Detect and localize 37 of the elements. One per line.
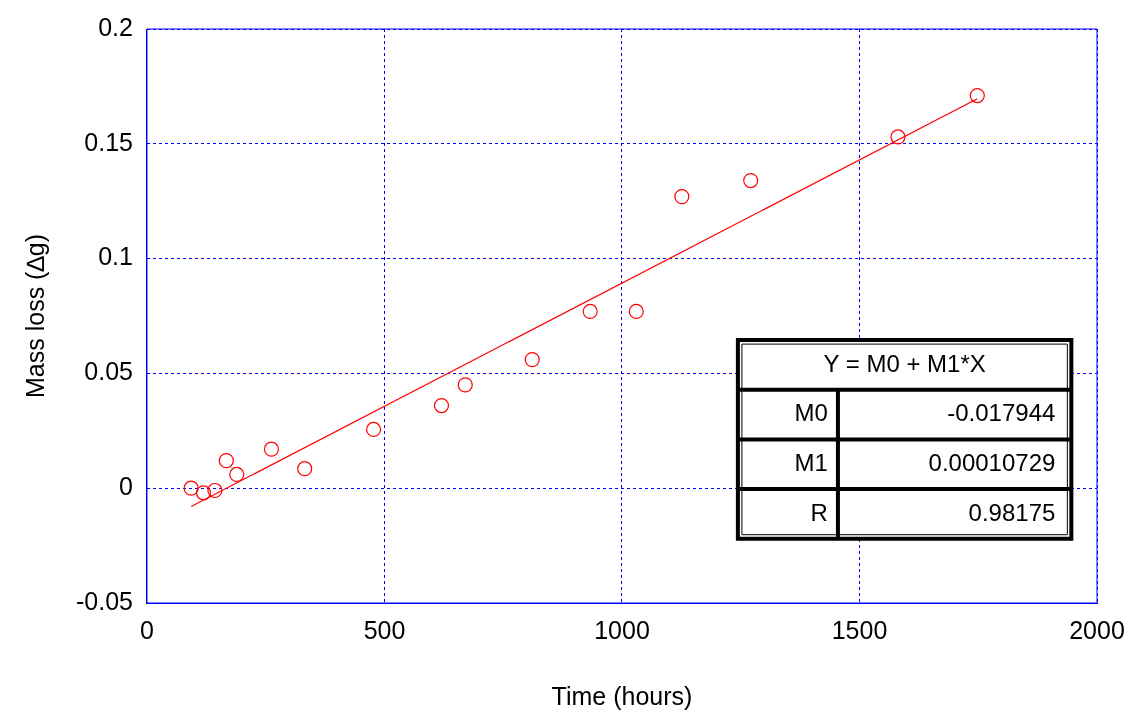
annotation: R bbox=[810, 498, 828, 526]
point bbox=[297, 461, 313, 477]
point bbox=[628, 303, 644, 320]
y-tick-label: 0.2 bbox=[98, 12, 133, 41]
point bbox=[433, 397, 450, 414]
point bbox=[969, 87, 985, 104]
point bbox=[582, 303, 598, 320]
y-tick-label: -0.05 bbox=[76, 586, 133, 615]
point bbox=[457, 377, 473, 393]
annotation: 0.00010729 bbox=[928, 448, 1056, 476]
point bbox=[229, 466, 245, 483]
y-axis-title: Mass loss (∆g) bbox=[20, 234, 49, 398]
annotation: M0 bbox=[794, 399, 828, 427]
y-tick-label: 0.1 bbox=[98, 242, 133, 271]
point bbox=[207, 482, 223, 499]
point bbox=[263, 441, 280, 457]
x-tick-label: 0 bbox=[140, 615, 154, 644]
point bbox=[890, 129, 906, 145]
point bbox=[365, 421, 382, 438]
annotation: 0.98175 bbox=[968, 498, 1056, 526]
y-tick-label: 0 bbox=[119, 472, 133, 501]
annotation: -0.017944 bbox=[947, 399, 1056, 427]
point bbox=[743, 172, 759, 189]
point bbox=[218, 453, 234, 469]
annotation: Y = M0 + M1*X bbox=[823, 349, 986, 377]
x-tick-label: 2000 bbox=[1069, 615, 1125, 644]
y-tick-label: 0.15 bbox=[84, 127, 133, 156]
point bbox=[195, 485, 212, 501]
x-axis-title: Time (hours) bbox=[551, 681, 693, 710]
x-tick-label: 500 bbox=[363, 615, 406, 644]
point bbox=[524, 352, 540, 368]
point bbox=[183, 480, 199, 496]
x-tick-label: 1500 bbox=[831, 615, 888, 644]
annotation: M1 bbox=[794, 448, 828, 476]
point bbox=[674, 189, 690, 205]
x-tick-label: 1000 bbox=[594, 615, 650, 644]
y-tick-label: 0.05 bbox=[84, 357, 133, 386]
